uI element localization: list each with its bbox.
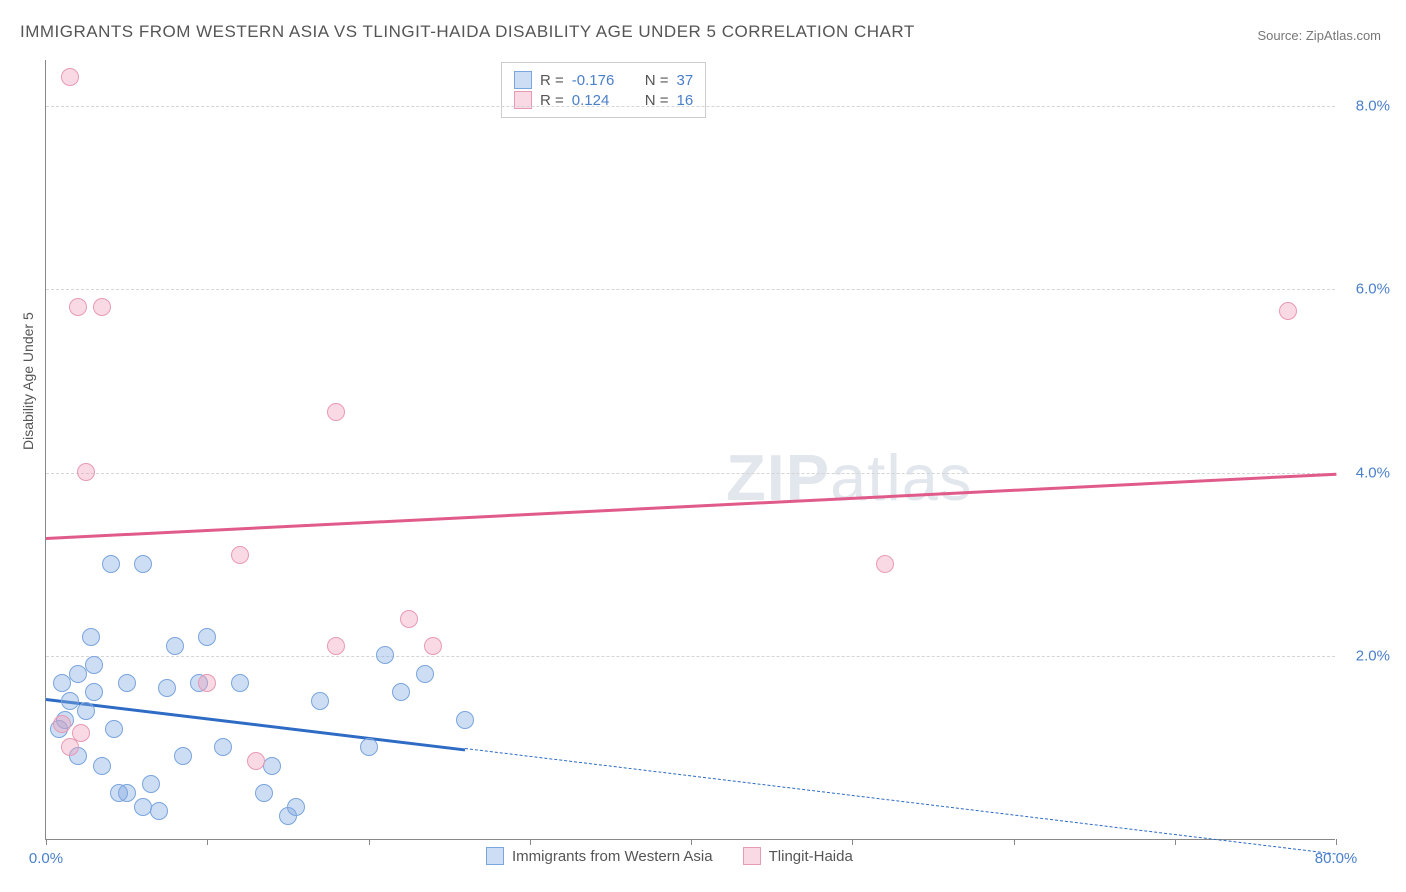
trend-line [465,748,1336,855]
data-point [61,692,79,710]
x-tick [46,839,47,845]
data-point [105,720,123,738]
x-tick [1336,839,1337,845]
chart-area: ZIPatlas R =-0.176N =37R =0.124N =16 Imm… [45,60,1335,840]
data-point [142,775,160,793]
data-point [255,784,273,802]
data-point [110,784,128,802]
legend-label: Immigrants from Western Asia [512,848,713,865]
legend-swatch [514,71,532,89]
data-point [166,637,184,655]
chart-title: IMMIGRANTS FROM WESTERN ASIA VS TLINGIT-… [20,22,915,42]
legend-label: Tlingit-Haida [769,848,853,865]
legend-swatch [743,847,761,865]
data-point [400,610,418,628]
data-point [118,674,136,692]
data-point [69,298,87,316]
trend-line [46,473,1336,540]
r-label: R = [540,72,564,89]
data-point [93,298,111,316]
legend-item: Immigrants from Western Asia [486,847,713,865]
data-point [61,68,79,86]
r-value: -0.176 [572,72,627,89]
legend-correlation-box: R =-0.176N =37R =0.124N =16 [501,62,706,118]
data-point [231,546,249,564]
data-point [360,738,378,756]
gridline [46,656,1335,657]
gridline [46,473,1335,474]
data-point [174,747,192,765]
data-point [376,646,394,664]
data-point [53,674,71,692]
legend-swatch [486,847,504,865]
data-point [231,674,249,692]
legend-item: Tlingit-Haida [743,847,853,865]
data-point [82,628,100,646]
data-point [102,555,120,573]
x-tick [852,839,853,845]
data-point [158,679,176,697]
n-value: 37 [677,72,694,89]
data-point [134,555,152,573]
data-point [77,463,95,481]
x-tick [369,839,370,845]
x-tick [691,839,692,845]
y-tick-label: 8.0% [1356,97,1390,114]
data-point [53,715,71,733]
data-point [1279,302,1297,320]
x-tick [1175,839,1176,845]
gridline [46,106,1335,107]
data-point [263,757,281,775]
legend-row: R = -0.176 N = 37 [514,71,693,89]
data-point [287,798,305,816]
data-point [85,656,103,674]
x-tick-label: 0.0% [29,850,63,867]
data-point [327,637,345,655]
source-label: Source: ZipAtlas.com [1257,28,1381,43]
data-point [416,665,434,683]
y-tick-label: 2.0% [1356,648,1390,665]
data-point [327,403,345,421]
data-point [93,757,111,775]
data-point [72,724,90,742]
data-point [392,683,410,701]
data-point [424,637,442,655]
gridline [46,289,1335,290]
data-point [77,702,95,720]
n-label: N = [645,72,669,89]
x-tick [1014,839,1015,845]
data-point [198,628,216,646]
data-point [85,683,103,701]
data-point [214,738,232,756]
data-point [247,752,265,770]
y-tick-label: 6.0% [1356,281,1390,298]
data-point [69,665,87,683]
data-point [311,692,329,710]
y-tick-label: 4.0% [1356,464,1390,481]
data-point [456,711,474,729]
data-point [198,674,216,692]
data-point [876,555,894,573]
y-axis-label: Disability Age Under 5 [20,312,36,450]
x-tick [207,839,208,845]
data-point [150,802,168,820]
x-tick [530,839,531,845]
legend-series: Immigrants from Western Asia Tlingit-Haid… [486,847,853,865]
